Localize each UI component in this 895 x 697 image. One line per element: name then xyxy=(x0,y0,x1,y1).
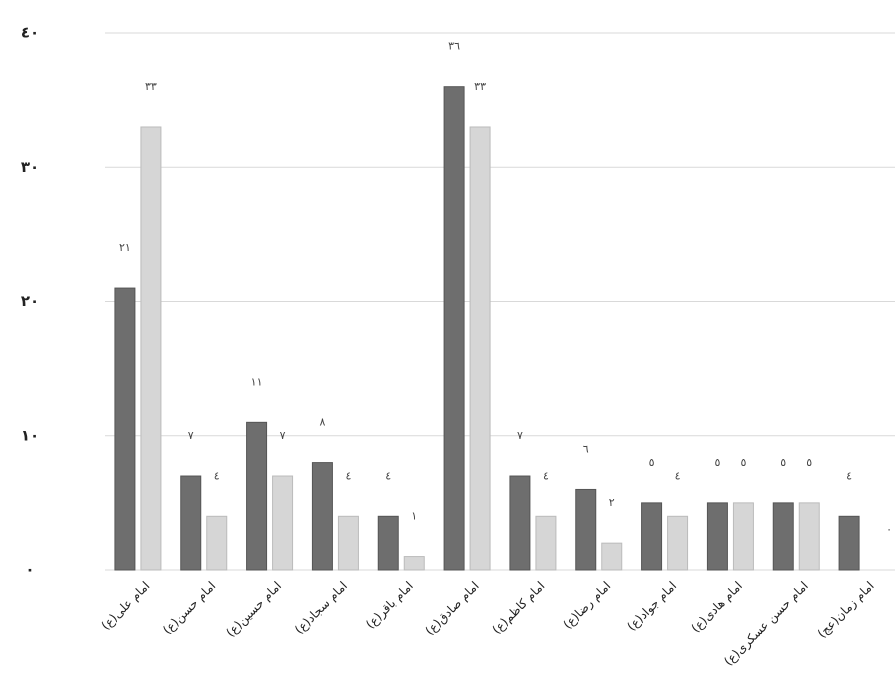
y-tick-label: ٢٠ xyxy=(21,292,39,310)
x-tick-label: امام علی(ع) xyxy=(99,579,153,633)
bar xyxy=(668,516,688,570)
x-tick-label: امام سجاد(ع) xyxy=(292,579,350,637)
bar xyxy=(602,543,622,570)
x-tick-label: امام زمان(عج) xyxy=(815,579,878,642)
bar xyxy=(312,463,332,570)
bar xyxy=(181,476,201,570)
bar xyxy=(207,516,227,570)
value-label: ٥ xyxy=(780,456,786,469)
value-label: ٥ xyxy=(740,456,746,469)
bar xyxy=(470,127,490,570)
value-label: ٧ xyxy=(280,429,286,442)
value-label: ٠ xyxy=(886,523,892,536)
bar xyxy=(733,503,753,570)
value-label: ٢١ xyxy=(119,241,131,254)
y-tick-label: ٣٠ xyxy=(21,158,39,176)
bar xyxy=(115,288,135,570)
value-label: ٢ xyxy=(609,496,615,509)
x-tick-label: امام صادق(ع) xyxy=(423,579,482,638)
x-tick-label: امام هادی(ع) xyxy=(689,579,746,636)
chart: ٠١٠٢٠٣٠٤٠٢١٣٣امام علی(ع)٧٤امام حسن(ع)١١٧… xyxy=(0,0,895,697)
value-label: ٣٣ xyxy=(474,80,486,93)
bar xyxy=(642,503,662,570)
value-label: ١ xyxy=(411,510,417,523)
y-tick-label: ٤٠ xyxy=(21,24,39,42)
value-label: ٧ xyxy=(188,429,194,442)
bar xyxy=(444,87,464,570)
x-tick-label: امام جواد(ع) xyxy=(624,579,679,634)
value-label: ٤ xyxy=(846,469,852,482)
value-label: ٦ xyxy=(583,442,589,455)
x-tick-label: امام حسین(ع) xyxy=(223,579,285,641)
bar xyxy=(707,503,727,570)
bar xyxy=(141,127,161,570)
bar xyxy=(799,503,819,570)
y-tick-label: ٠ xyxy=(25,561,34,579)
value-label: ٣٦ xyxy=(448,40,460,53)
value-label: ٤ xyxy=(385,469,391,482)
x-tick-label: امام کاظم(ع) xyxy=(489,579,547,637)
x-tick-label: امام رضا(ع) xyxy=(560,579,614,633)
value-label: ٣٣ xyxy=(145,80,157,93)
bar xyxy=(273,476,293,570)
bar xyxy=(247,422,267,570)
bar xyxy=(404,557,424,570)
y-tick-label: ١٠ xyxy=(21,426,39,444)
value-label: ٥ xyxy=(714,456,720,469)
value-label: ٧ xyxy=(517,429,523,442)
value-label: ٥ xyxy=(806,456,812,469)
bar xyxy=(773,503,793,570)
bar xyxy=(576,489,596,570)
value-label: ٤ xyxy=(214,469,220,482)
bar xyxy=(536,516,556,570)
value-label: ٤ xyxy=(543,469,549,482)
x-tick-label: امام باقر(ع) xyxy=(363,579,416,632)
bar xyxy=(839,516,859,570)
value-label: ٨ xyxy=(319,416,325,429)
x-tick-label: امام حسن(ع) xyxy=(160,579,219,638)
bar xyxy=(510,476,530,570)
bar xyxy=(338,516,358,570)
value-label: ١١ xyxy=(251,375,263,388)
value-label: ٤ xyxy=(345,469,351,482)
value-label: ٥ xyxy=(649,456,655,469)
bar xyxy=(378,516,398,570)
value-label: ٤ xyxy=(675,469,681,482)
